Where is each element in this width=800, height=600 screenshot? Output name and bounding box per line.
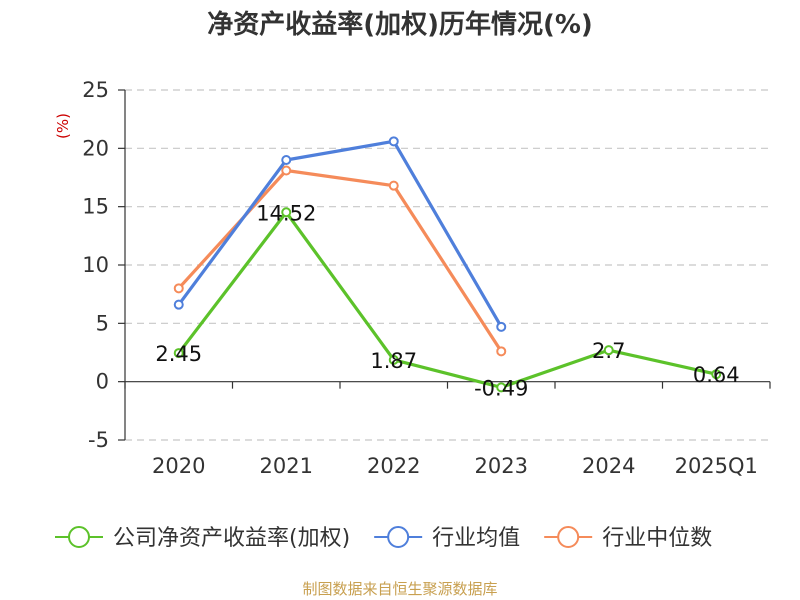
legend-label: 公司净资产收益率(加权) [113,526,350,551]
legend-label: 行业中位数 [602,526,712,551]
data-label: 14.52 [256,201,316,225]
data-point[interactable] [711,369,722,380]
y-tick-label: 0 [96,370,109,394]
x-tick-label: 2020 [152,454,205,478]
y-tick-label: 25 [82,78,109,102]
data-point[interactable] [281,207,292,218]
data-point[interactable] [173,283,184,294]
data-label: 0.64 [693,363,740,387]
series-line-0 [177,210,717,389]
data-point[interactable] [496,321,507,332]
legend-label: 行业均值 [432,526,520,551]
data-point[interactable] [496,382,507,393]
source-note: 制图数据来自恒生聚源数据库 [302,580,497,598]
x-tick-label: 2025Q1 [675,454,758,478]
y-tick-label: 20 [82,136,109,160]
x-tick-label: 2023 [475,454,528,478]
y-tick-label: 15 [82,195,109,219]
data-point[interactable] [496,346,507,357]
y-tick-label: 5 [96,311,109,335]
y-axis-label: (%) [54,113,72,139]
legend-swatch-marker [387,526,410,548]
data-label: 2.7 [592,339,625,363]
x-tick-label: 2021 [260,454,313,478]
legend-item-2[interactable]: 行业中位数 [544,526,712,551]
data-point[interactable] [173,299,184,310]
data-point[interactable] [388,354,399,365]
y-tick-label: 10 [82,253,109,277]
data-label: 1.87 [370,349,417,373]
data-point[interactable] [281,155,292,165]
y-tick-label: -5 [88,428,109,452]
data-point[interactable] [281,165,292,176]
data-point[interactable] [173,348,184,359]
legend-item-1[interactable]: 行业均值 [374,526,520,551]
data-point[interactable] [388,136,399,147]
series-line-1 [177,139,503,328]
legend-swatch-marker [68,526,90,548]
legend-item-0[interactable]: 公司净资产收益率(加权) [55,526,350,551]
data-point[interactable] [388,180,399,191]
data-label: 2.45 [155,342,202,366]
x-tick-label: 2024 [582,454,635,478]
chart-title: 净资产收益率(加权)历年情况(%) [207,9,593,40]
legend-swatch-marker [557,526,580,548]
data-label: -0.49 [474,376,528,400]
data-point[interactable] [603,345,614,356]
series-line-2 [177,168,503,353]
x-tick-label: 2022 [367,454,420,478]
